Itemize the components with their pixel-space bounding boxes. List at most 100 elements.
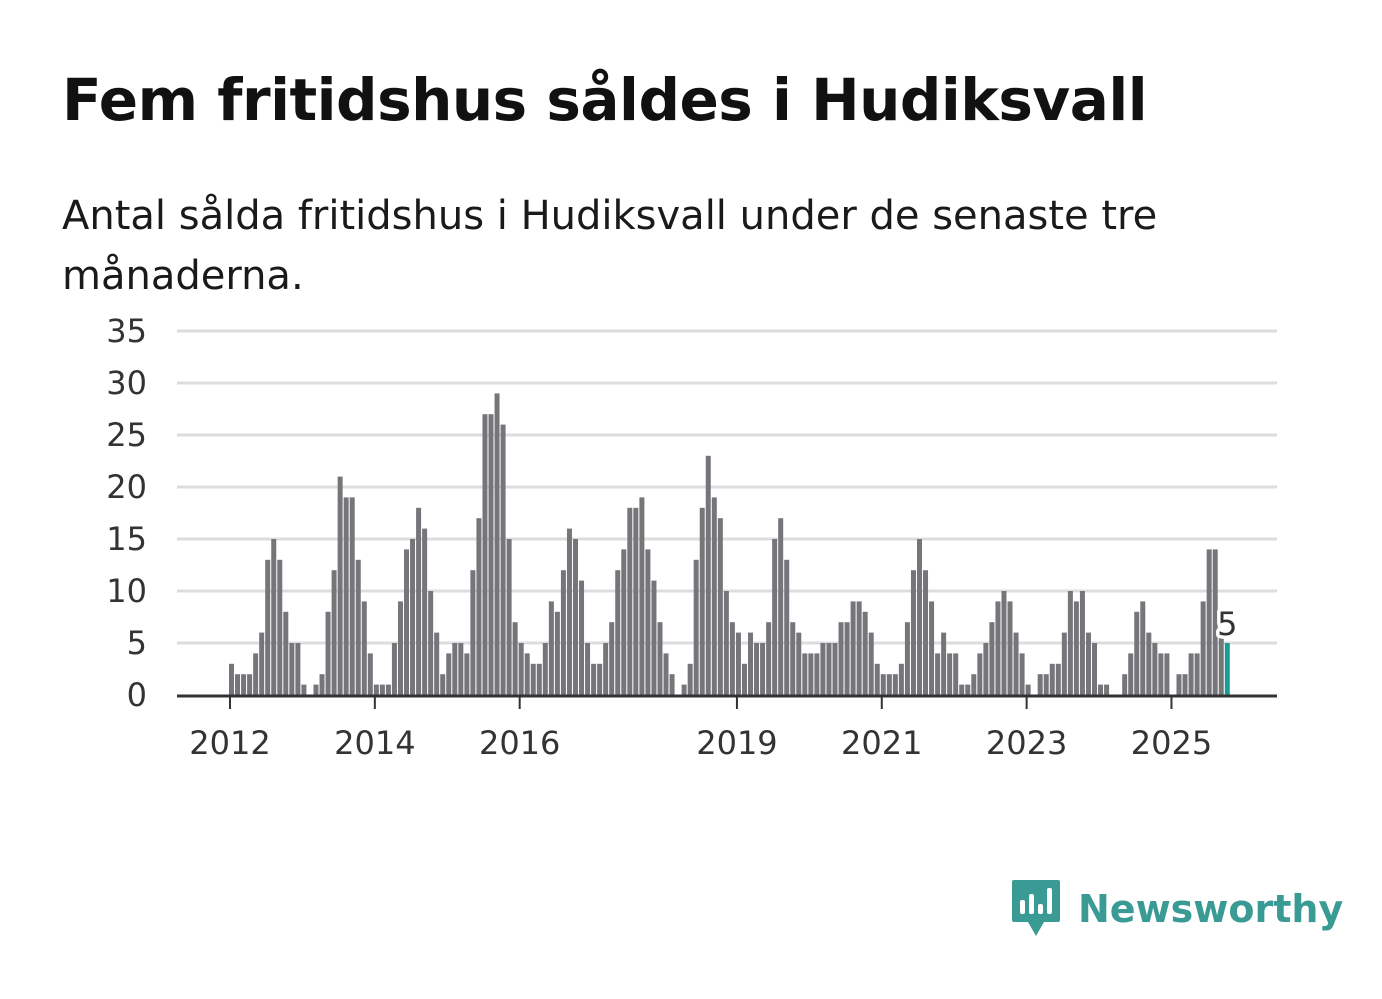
bar (886, 674, 892, 695)
bar (1043, 674, 1049, 695)
bar (1218, 632, 1224, 695)
bar (892, 674, 898, 695)
bar (343, 497, 349, 695)
bar (1152, 643, 1158, 695)
bar (627, 507, 633, 695)
bar (977, 653, 983, 695)
x-tick-label: 2021 (841, 724, 922, 762)
bar (995, 601, 1001, 695)
bar (573, 539, 578, 695)
x-axis-ticks: 2012 2014 2016 2019 2021 2023 2025 (189, 695, 1212, 762)
bar (1073, 601, 1079, 695)
bar (880, 674, 886, 695)
bar (440, 674, 446, 695)
bar (832, 643, 838, 695)
bar (947, 653, 953, 695)
bar (476, 518, 482, 695)
bar (639, 497, 645, 695)
bar (1098, 684, 1104, 695)
bar (566, 528, 572, 695)
bar (645, 549, 651, 695)
bar (319, 674, 325, 695)
bar (669, 674, 675, 695)
bar (856, 601, 862, 695)
bar (1134, 611, 1140, 695)
bar (748, 632, 754, 695)
bar (579, 580, 585, 695)
x-tick-label: 2016 (479, 724, 560, 762)
bar (965, 684, 971, 695)
annotations: 5 (1214, 602, 1241, 647)
bar (494, 393, 500, 695)
bar (729, 622, 735, 695)
bar (790, 622, 796, 695)
highlight-value-label: 5 (1217, 605, 1237, 643)
bar (367, 653, 373, 695)
bar (953, 653, 959, 695)
bar (458, 643, 464, 695)
x-tick-label: 2014 (334, 724, 415, 762)
bar (397, 601, 403, 695)
bar (1007, 601, 1013, 695)
bar (235, 674, 241, 695)
bar (1212, 549, 1218, 695)
bar (802, 653, 808, 695)
bar (1104, 684, 1110, 695)
bar (373, 684, 379, 695)
bar (554, 611, 560, 695)
bar (385, 684, 391, 695)
bar (536, 663, 542, 695)
bar (723, 591, 729, 695)
bar (391, 643, 397, 695)
bar (699, 507, 705, 695)
y-tick-label: 10 (106, 572, 147, 610)
bar (542, 643, 548, 695)
chart-title: Fem fritidshus såldes i Hudiksvall (62, 66, 1148, 134)
bar (609, 622, 615, 695)
bar (1188, 653, 1194, 695)
x-tick-label: 2012 (189, 724, 270, 762)
bar (1079, 591, 1085, 695)
bar (1013, 632, 1019, 695)
bar (844, 622, 850, 695)
bar (935, 653, 941, 695)
bar (597, 663, 603, 695)
bar (778, 518, 784, 695)
bar (446, 653, 452, 695)
bar (705, 455, 711, 695)
bar (1055, 663, 1061, 695)
bar (820, 643, 826, 695)
bar (838, 622, 844, 695)
newsworthy-logo-icon (1012, 880, 1060, 936)
bar (434, 632, 440, 695)
bar (482, 414, 488, 695)
bar (687, 663, 693, 695)
bar (325, 611, 331, 695)
bar (1085, 632, 1091, 695)
bar (904, 622, 910, 695)
bar (416, 507, 422, 695)
bar (681, 684, 687, 695)
bar (1182, 674, 1188, 695)
bar (651, 580, 657, 695)
bar (271, 539, 277, 695)
bar (253, 653, 259, 695)
y-tick-label: 0 (127, 676, 147, 714)
bar (530, 663, 536, 695)
bar (295, 643, 301, 695)
y-axis-ticks: 0 5 10 15 20 25 30 35 (106, 312, 147, 714)
bar (548, 601, 554, 695)
bar (500, 424, 506, 695)
bar (784, 559, 790, 695)
bar (929, 601, 935, 695)
bar (464, 653, 470, 695)
bar (1067, 591, 1073, 695)
bar-highlight (1224, 643, 1230, 695)
bar (693, 559, 699, 695)
bar (337, 476, 343, 695)
bar (754, 643, 760, 695)
bar (971, 674, 977, 695)
bar (711, 497, 717, 695)
bar (1146, 632, 1152, 695)
bar (621, 549, 627, 695)
